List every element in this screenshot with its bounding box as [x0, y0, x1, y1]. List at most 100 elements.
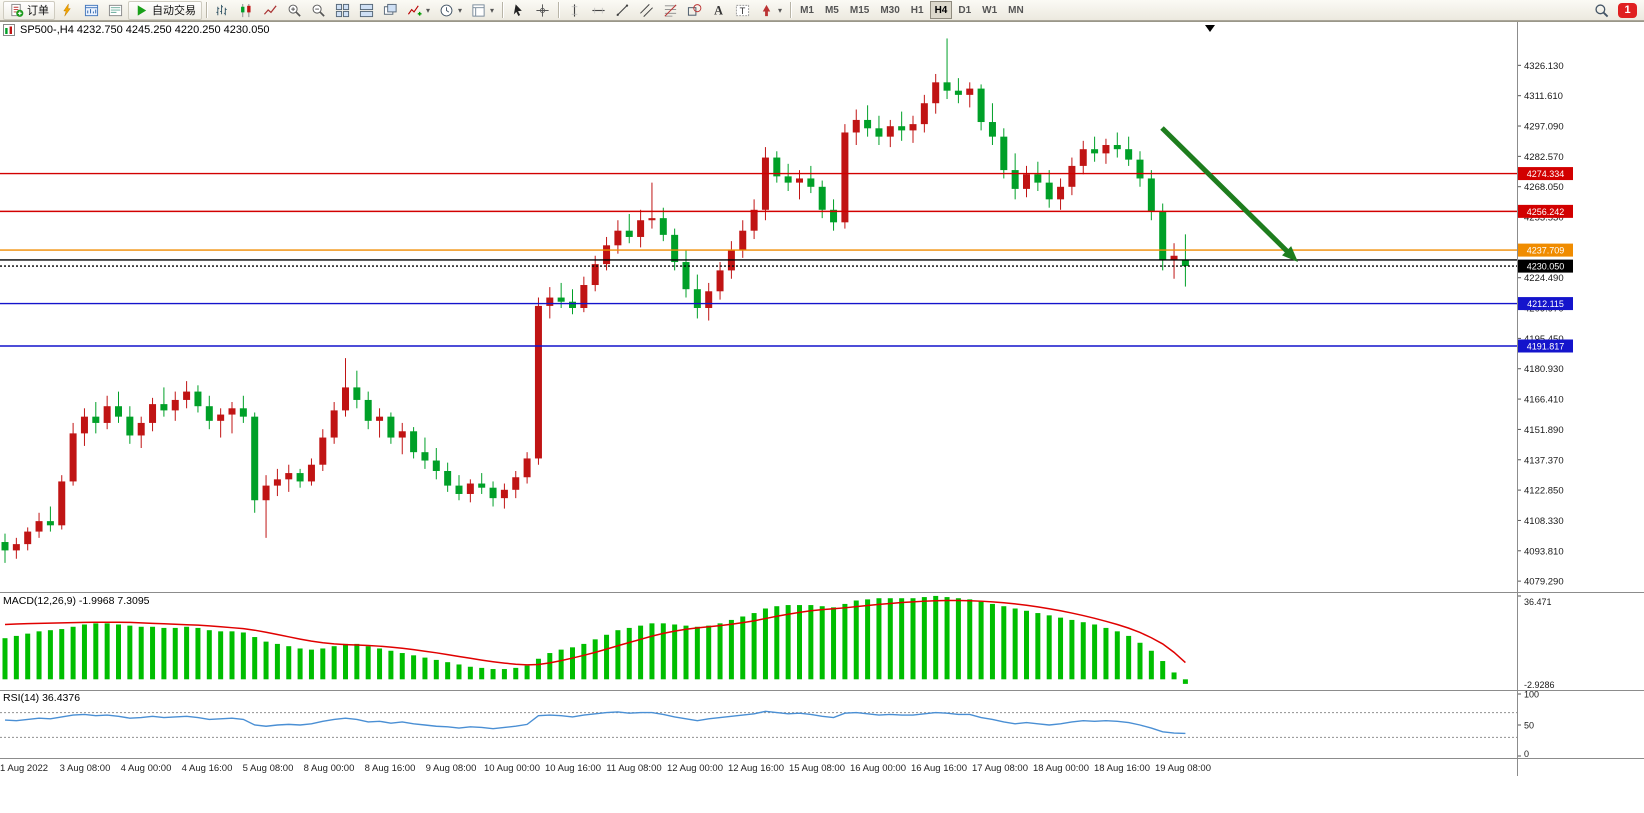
chevron-down-icon: ▾ [778, 5, 783, 15]
navigator-button[interactable] [80, 1, 103, 20]
candle [773, 157, 781, 177]
macd-histogram-bar [558, 649, 564, 680]
candle [239, 408, 247, 417]
candle [523, 458, 531, 478]
price-axis-label: 4122.850 [1524, 486, 1564, 497]
macd-axis-max: 36.471 [1524, 597, 1552, 607]
timeframe-m1[interactable]: M1 [795, 1, 819, 19]
line-chart-mode-button[interactable] [259, 1, 282, 20]
macd-histogram-bar [819, 606, 825, 680]
candle [171, 399, 179, 411]
candle [898, 126, 906, 131]
indicators-button[interactable]: ▾ [403, 1, 434, 20]
svg-text:A: A [714, 3, 723, 17]
text-label-button[interactable]: T [731, 1, 754, 20]
arrowmark-icon [762, 4, 771, 16]
macd-histogram-bar [887, 598, 893, 680]
candle [489, 487, 497, 499]
timeframe-m15[interactable]: M15 [845, 1, 874, 19]
price-axis-label: 4137.370 [1524, 455, 1564, 466]
timeframe-h4[interactable]: H4 [929, 1, 953, 19]
macd-label: MACD(12,26,9) -1.9968 7.3095 [3, 595, 150, 607]
timeframe-d1[interactable]: D1 [953, 1, 976, 19]
macd-histogram-bar [47, 630, 53, 680]
crosshair-button[interactable] [531, 1, 554, 20]
macd-histogram-bar [286, 646, 292, 680]
chart-shift-marker[interactable] [1205, 25, 1215, 32]
candle [137, 422, 145, 436]
candle [285, 473, 293, 480]
zoom-in-icon [288, 4, 301, 17]
price-tag-label: 4191.817 [1527, 341, 1565, 351]
toolbar: 订单 自动交易 ▾ ▾ ▾ A T ▾ M1 M5 M15 M30 H1 H4 D1 W1 MN 1 [0, 0, 1644, 21]
candle [841, 132, 849, 223]
macd-histogram-bar [797, 605, 802, 680]
candle [1159, 211, 1167, 260]
zoom-in-button[interactable] [283, 1, 306, 20]
shapes-button[interactable] [683, 1, 706, 20]
price-axis-label: 4195.450 [1524, 334, 1564, 345]
terminal-icon [108, 4, 123, 16]
price-axis-label: 4297.090 [1524, 122, 1564, 133]
tile-icon [335, 3, 350, 17]
new-order-icon [11, 3, 24, 17]
macd-histogram-bar [1092, 624, 1098, 680]
chart-window-icon [3, 24, 15, 36]
zoom-out-button[interactable] [307, 1, 330, 20]
cascade-windows-button[interactable] [379, 1, 402, 20]
macd-histogram-bar [399, 653, 405, 680]
tile-windows-button[interactable] [331, 1, 354, 20]
macd-histogram-bar [581, 643, 587, 680]
auto-trading-button[interactable]: 自动交易 [128, 0, 202, 20]
macd-histogram-bar [1069, 619, 1075, 680]
candle [659, 218, 667, 235]
search-button[interactable] [1590, 1, 1613, 20]
macd-histogram-bar [1160, 661, 1166, 680]
candle [546, 297, 554, 306]
macd-histogram-bar [1080, 622, 1086, 680]
trend-arrow-shaft[interactable] [1160, 126, 1293, 257]
timeframe-h1[interactable]: H1 [906, 1, 929, 19]
timeframe-w1[interactable]: W1 [977, 1, 1002, 19]
trend-arrow-head[interactable] [1282, 246, 1298, 262]
vertical-line-button[interactable] [563, 1, 586, 20]
candlestick-mode-button[interactable] [235, 1, 258, 20]
periods-button[interactable]: ▾ [435, 1, 466, 20]
templates-button[interactable]: ▾ [467, 1, 498, 20]
candles-icon [241, 3, 251, 17]
macd-histogram-bar [660, 623, 666, 680]
arrows-button[interactable]: ▾ [755, 1, 786, 20]
equidistant-channel-button[interactable] [635, 1, 658, 20]
notifications-button[interactable]: 1 [1614, 1, 1641, 20]
price-tag [1518, 297, 1573, 311]
macd-histogram-bar [331, 646, 337, 680]
timeframe-mn[interactable]: MN [1003, 1, 1029, 19]
candle [46, 521, 54, 526]
price-tag [1518, 167, 1573, 181]
price-axis-label: 4268.050 [1524, 182, 1564, 193]
timeframe-m5[interactable]: M5 [820, 1, 844, 19]
candle [671, 234, 679, 263]
price-tag [1518, 259, 1573, 273]
macd-histogram-bar [195, 627, 201, 680]
trendline-button[interactable] [611, 1, 634, 20]
time-axis-label: 16 Aug 16:00 [911, 763, 967, 774]
candle [682, 262, 690, 290]
horizontal-line-button[interactable] [587, 1, 610, 20]
clock-icon [440, 4, 453, 16]
arrange-windows-button[interactable] [355, 1, 378, 20]
macd-histogram-bar [1126, 635, 1132, 680]
cursor-button[interactable] [507, 1, 530, 20]
fibonacci-button[interactable] [659, 1, 682, 20]
new-order-button[interactable]: 订单 [3, 0, 55, 20]
time-axis-label: 17 Aug 08:00 [972, 763, 1028, 774]
macd-histogram-bar [933, 595, 939, 680]
bar-chart-mode-button[interactable] [211, 1, 234, 20]
terminal-button[interactable] [104, 1, 127, 20]
fibo-icon [664, 4, 677, 17]
market-watch-button[interactable] [56, 1, 79, 20]
text-button[interactable]: A [707, 1, 730, 20]
cursor-icon [513, 3, 522, 16]
timeframe-m30[interactable]: M30 [875, 1, 904, 19]
